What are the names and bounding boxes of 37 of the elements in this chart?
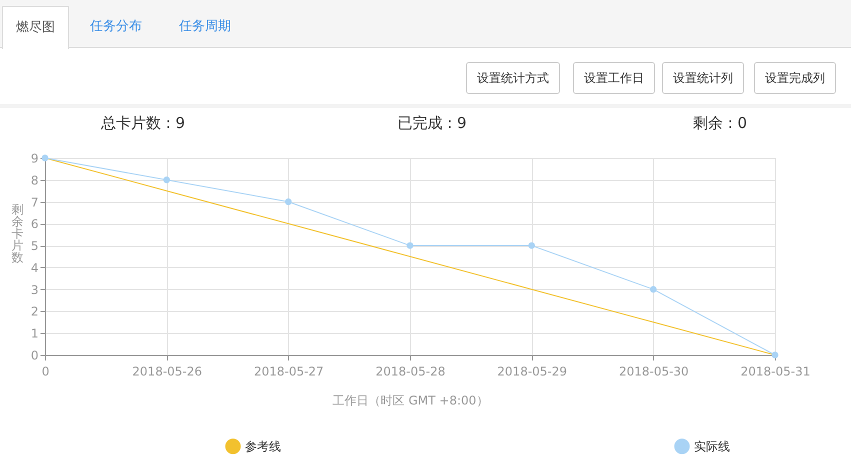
text: 已完成 : 9 [397,114,467,133]
legend-label: 实际线 [694,439,730,454]
point [528,242,536,249]
x-tick-label: 2018-05-31 [740,364,810,378]
text: 设置完成列 [754,62,836,94]
y-tick-label: 5 [30,239,38,254]
point [406,242,414,249]
x-axis-title: 工作日（时区 GMT +8:00） [332,394,488,408]
y-tick-label: 1 [30,326,38,341]
y-tick-label: 8 [30,173,38,188]
text: 设置统计方式 [466,62,560,94]
y-axis-title: 剩余卡片数 [12,202,24,264]
text: 任务分布 [89,18,143,36]
x-tick-label: 2018-05-28 [376,364,446,378]
text: 设置工作日 [573,62,655,94]
x-tick-label: 2018-05-29 [497,364,568,378]
text: 剩余 : 0 [692,114,748,133]
y-tick-label: 0 [30,348,38,362]
y-tick-label: 3 [30,282,38,297]
y-tick-label: 2 [30,304,38,319]
x-tick-label: 2018-05-30 [618,364,689,378]
y-tick-label: 4 [30,260,38,275]
x-tick-label: 2018-05-27 [254,364,324,378]
text: 总卡片数 : 9 [100,114,186,133]
y-tick-label: 6 [30,217,38,232]
x-tick-label: 2018-05-26 [132,364,202,378]
point [650,286,657,293]
text: 任务周期 [178,18,232,36]
y-tick-label: 9 [30,152,38,166]
text: 燃尽图 [2,6,69,49]
legend-label: 参考线 [245,439,281,454]
point [772,352,778,358]
y-tick-label: 7 [30,195,38,210]
point [284,198,292,206]
text: 设置统计列 [662,62,744,94]
x-tick-label: 0 [42,364,50,378]
point [163,176,170,184]
